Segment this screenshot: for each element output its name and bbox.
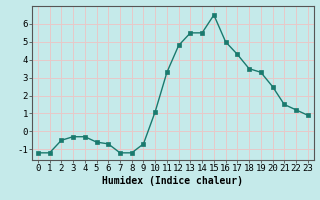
X-axis label: Humidex (Indice chaleur): Humidex (Indice chaleur) (102, 176, 243, 186)
